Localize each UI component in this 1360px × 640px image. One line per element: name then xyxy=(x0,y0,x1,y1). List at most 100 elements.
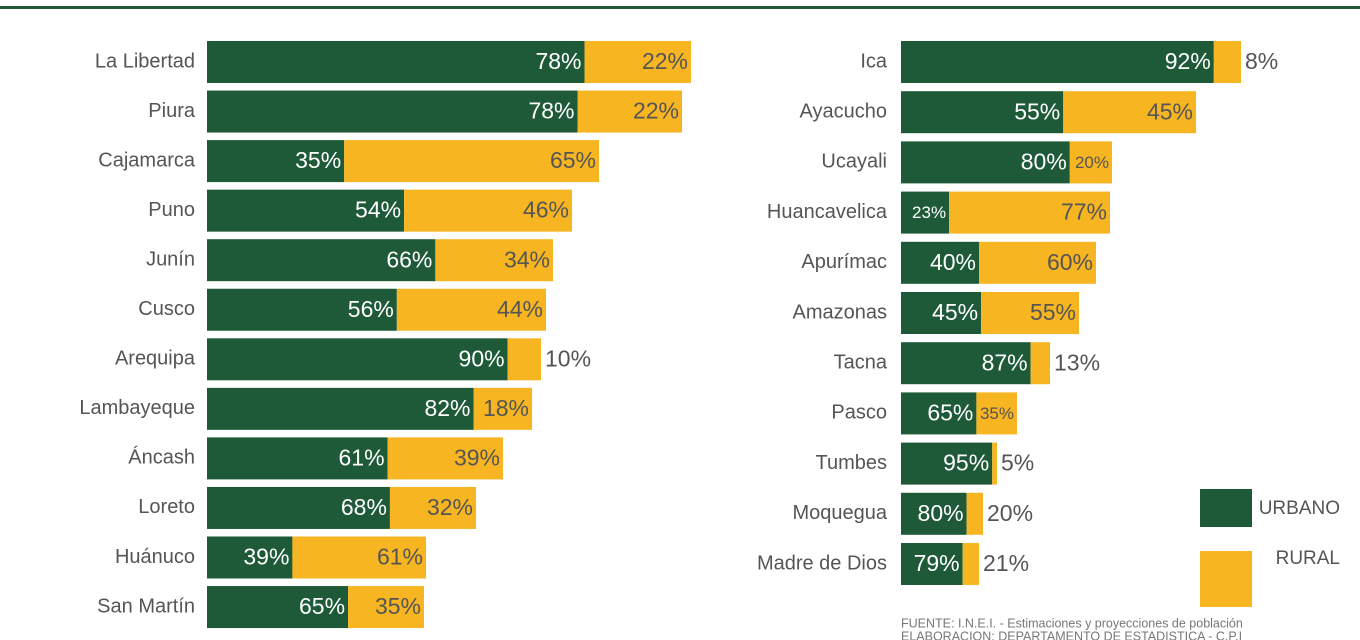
bar-segment xyxy=(901,292,982,334)
category-label: Lambayeque xyxy=(79,397,195,419)
value-label: 20% xyxy=(1075,153,1109,172)
value-label: 39% xyxy=(243,544,289,570)
legend-swatch xyxy=(1200,551,1252,607)
category-label: Ica xyxy=(860,50,888,72)
value-label: 10% xyxy=(545,345,591,371)
value-label: 65% xyxy=(299,593,345,619)
value-label: 60% xyxy=(1047,249,1093,275)
value-label: 82% xyxy=(424,395,470,421)
value-label: 56% xyxy=(348,296,394,322)
bar-segment xyxy=(949,191,1110,234)
value-label: 40% xyxy=(930,249,976,275)
bar-segment xyxy=(207,239,436,282)
category-label: Áncash xyxy=(128,446,195,469)
value-label: 92% xyxy=(1165,48,1211,74)
bar-segment xyxy=(901,41,1214,83)
category-label: Loreto xyxy=(138,496,195,518)
bar-segment xyxy=(387,437,503,480)
value-label: 95% xyxy=(943,450,989,476)
category-label: Pasco xyxy=(831,402,887,424)
value-label: 8% xyxy=(1245,48,1278,74)
bar-segment xyxy=(207,140,345,183)
legend-label: RURAL xyxy=(1276,548,1340,569)
value-label: 21% xyxy=(983,550,1029,576)
category-label: Cusco xyxy=(138,298,195,320)
bar-segment xyxy=(981,292,1079,334)
value-label: 54% xyxy=(355,197,401,223)
value-label: 5% xyxy=(1001,450,1034,476)
value-label: 34% xyxy=(504,246,550,272)
footer-source: FUENTE: I.N.E.I. - Estimaciones y proyec… xyxy=(901,616,1243,630)
legend-label: URBANO xyxy=(1259,498,1340,519)
value-label: 44% xyxy=(497,296,543,322)
category-label: Huancavelica xyxy=(767,201,888,223)
category-label: Arequipa xyxy=(115,348,196,370)
bar-segment xyxy=(207,536,293,579)
value-label: 20% xyxy=(987,500,1033,526)
bar-segment xyxy=(901,191,950,234)
bar-segment xyxy=(344,140,599,183)
value-label: 35% xyxy=(295,147,341,173)
value-label: 78% xyxy=(535,48,581,74)
category-label: Ucayali xyxy=(821,151,887,173)
bar-segment xyxy=(435,239,553,282)
bar-segment xyxy=(901,392,977,435)
bar-segment xyxy=(901,342,1031,385)
bar-segment xyxy=(992,442,997,485)
value-label: 65% xyxy=(550,147,596,173)
value-label: 45% xyxy=(1147,98,1193,124)
category-label: Piura xyxy=(148,100,196,122)
bar-segment xyxy=(1069,141,1112,184)
value-label: 79% xyxy=(914,550,960,576)
value-label: 80% xyxy=(918,500,964,526)
bar-segment xyxy=(207,41,585,83)
bar-segment xyxy=(207,586,349,629)
category-label: La Libertad xyxy=(95,50,195,72)
value-label: 22% xyxy=(633,98,679,124)
bar-segment xyxy=(207,486,390,529)
bar-segment xyxy=(584,41,691,83)
bar-segment xyxy=(389,486,476,529)
bar-segment xyxy=(1030,342,1050,385)
bar-segment xyxy=(1213,41,1241,83)
bar-segment xyxy=(979,241,1096,284)
category-label: Madre de Dios xyxy=(757,552,887,574)
bar-segment xyxy=(207,288,397,331)
category-label: Junín xyxy=(146,248,195,270)
footer-credit: ELABORACION: DEPARTAMENTO DE ESTADISTICA… xyxy=(901,629,1242,640)
bar-segment xyxy=(207,90,578,133)
category-label: Apurímac xyxy=(801,251,887,273)
value-label: 35% xyxy=(375,593,421,619)
value-label: 80% xyxy=(1021,148,1067,174)
bar-segment xyxy=(1063,91,1196,134)
value-label: 45% xyxy=(932,299,978,325)
legend-swatch xyxy=(1200,489,1252,527)
value-label: 66% xyxy=(386,246,432,272)
value-label: 87% xyxy=(982,349,1028,375)
top-rule xyxy=(0,6,1360,9)
category-label: Moquegua xyxy=(792,502,887,524)
category-label: Ayacucho xyxy=(800,100,887,122)
value-label: 68% xyxy=(341,494,387,520)
value-label: 18% xyxy=(483,395,529,421)
bar-segment xyxy=(207,437,388,480)
bar-segment xyxy=(207,189,405,232)
bar-segment xyxy=(962,543,979,585)
bar-segment xyxy=(901,543,963,585)
bar-segment xyxy=(577,90,682,133)
value-label: 32% xyxy=(427,494,473,520)
value-label: 65% xyxy=(927,399,973,425)
bar-segment xyxy=(901,442,993,485)
category-label: Tumbes xyxy=(815,452,887,474)
value-label: 77% xyxy=(1061,199,1107,225)
category-label: Tacna xyxy=(834,351,888,373)
value-label: 35% xyxy=(980,404,1014,423)
category-label: Amazonas xyxy=(793,301,888,323)
bar-segment xyxy=(966,492,983,535)
value-label: 55% xyxy=(1030,299,1076,325)
bar-segment xyxy=(901,141,1070,184)
bar-segment xyxy=(507,338,541,381)
bar-segment xyxy=(404,189,572,232)
value-label: 61% xyxy=(339,444,385,470)
